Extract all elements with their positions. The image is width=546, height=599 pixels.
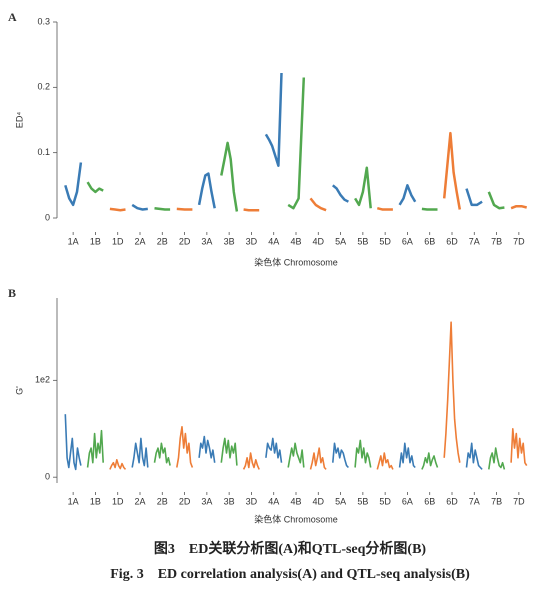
x-tick-label: 1B (90, 236, 101, 246)
x-tick-label: 1D (112, 236, 124, 246)
chromosome-line (488, 447, 506, 470)
y-tick-label: 0 (45, 212, 50, 222)
chromosome-line (131, 437, 149, 468)
x-tick-label: 5D (379, 496, 391, 506)
chromosome-line (131, 203, 148, 211)
x-tick-label: 3B (224, 496, 235, 506)
x-tick-label: 5B (357, 236, 368, 246)
chromosome-line (220, 437, 238, 466)
chromosome-line (86, 181, 104, 194)
chromosome-line (264, 72, 283, 167)
y-axis-label: ED⁴ (14, 112, 24, 129)
chromosome-line (109, 459, 127, 470)
x-tick-label: 4B (290, 496, 301, 506)
chromosome-line (176, 426, 194, 468)
x-tick-label: 1A (68, 496, 79, 506)
x-tick-label: 2D (179, 236, 191, 246)
x-tick-label: 1B (90, 496, 101, 506)
x-tick-label: 7B (491, 236, 502, 246)
chromosome-line (287, 442, 305, 468)
x-tick-label: 4D (313, 236, 325, 246)
chromosome-line (197, 172, 216, 209)
chromosome-line (376, 452, 394, 470)
chromosome-line (220, 141, 239, 212)
x-tick-label: 6D (446, 496, 458, 506)
x-tick-label: 5A (335, 236, 346, 246)
x-tick-label: 1D (112, 496, 124, 506)
chromosome-line (243, 208, 260, 212)
chromosome-line (64, 162, 83, 207)
chromosome-line (64, 414, 82, 471)
y-tick-label: 0 (45, 472, 50, 482)
y-tick-label: 1e2 (35, 375, 50, 385)
chromosome-line (153, 442, 171, 466)
chromosome-line (154, 206, 171, 211)
x-tick-label: 5A (335, 496, 346, 506)
chromosome-line (354, 439, 372, 468)
x-tick-label: 2A (134, 236, 145, 246)
chromosome-line (487, 191, 505, 210)
chromosome-line (510, 204, 528, 210)
chromosome-line (421, 207, 438, 211)
caption-en: Fig. 3 ED correlation analysis(A) and QT… (110, 567, 470, 582)
chromosome-line (510, 428, 528, 467)
x-tick-label: 4A (268, 496, 279, 506)
chromosome-line (332, 442, 349, 469)
chromosome-line (354, 166, 372, 209)
x-tick-label: 3D (246, 496, 258, 506)
x-tick-label: 3B (224, 236, 235, 246)
chromosome-line (176, 207, 193, 211)
x-tick-label: 6B (424, 496, 435, 506)
x-tick-label: 2B (157, 496, 168, 506)
x-tick-label: 3D (246, 236, 258, 246)
chromosome-line (398, 184, 417, 206)
chromosome-line (109, 207, 126, 212)
panel-label: B (8, 286, 16, 300)
y-tick-label: 0.3 (37, 16, 50, 26)
chromosome-line (265, 437, 283, 463)
x-tick-label: 3A (201, 236, 212, 246)
x-tick-label: 6B (424, 236, 435, 246)
chromosome-line (465, 188, 483, 207)
chromosome-line (442, 131, 462, 210)
chromosome-line (287, 77, 306, 210)
x-tick-label: 6D (446, 236, 458, 246)
x-tick-label: 5D (379, 236, 391, 246)
x-tick-label: 7A (469, 236, 480, 246)
chromosome-line (421, 452, 439, 470)
x-tick-label: 7B (491, 496, 502, 506)
chromosome-line (398, 442, 416, 469)
x-tick-label: 4A (268, 236, 279, 246)
x-tick-label: 7D (513, 496, 525, 506)
chromosome-line (309, 197, 327, 212)
y-axis-label: G' (14, 386, 24, 395)
panel-label: A (8, 10, 17, 24)
x-tick-label: 7A (469, 496, 480, 506)
y-tick-label: 0.1 (37, 147, 50, 157)
chromosome-line (465, 442, 483, 470)
y-tick-label: 0.2 (37, 82, 50, 92)
chromosome-line (331, 184, 349, 203)
x-tick-label: 1A (68, 236, 79, 246)
x-tick-label: 2B (157, 236, 168, 246)
x-tick-label: 5B (357, 496, 368, 506)
x-tick-label: 2A (134, 496, 145, 506)
x-axis-label: 染色体 Chromosome (254, 513, 338, 524)
x-tick-label: 2D (179, 496, 191, 506)
x-tick-label: 6A (402, 236, 413, 246)
x-tick-label: 6A (402, 496, 413, 506)
x-tick-label: 7D (513, 236, 525, 246)
x-tick-label: 3A (201, 496, 212, 506)
chromosome-line (198, 435, 216, 463)
chromosome-line (376, 206, 393, 211)
x-tick-label: 4B (290, 236, 301, 246)
x-tick-label: 4D (313, 496, 325, 506)
chromosome-line (443, 321, 461, 463)
x-axis-label: 染色体 Chromosome (254, 256, 338, 267)
chromosome-line (86, 429, 104, 468)
chromosome-line (242, 452, 260, 470)
chromosome-line (309, 447, 327, 470)
caption-zh: 图3 ED关联分析图(A)和QTL-seq分析图(B) (154, 540, 427, 557)
